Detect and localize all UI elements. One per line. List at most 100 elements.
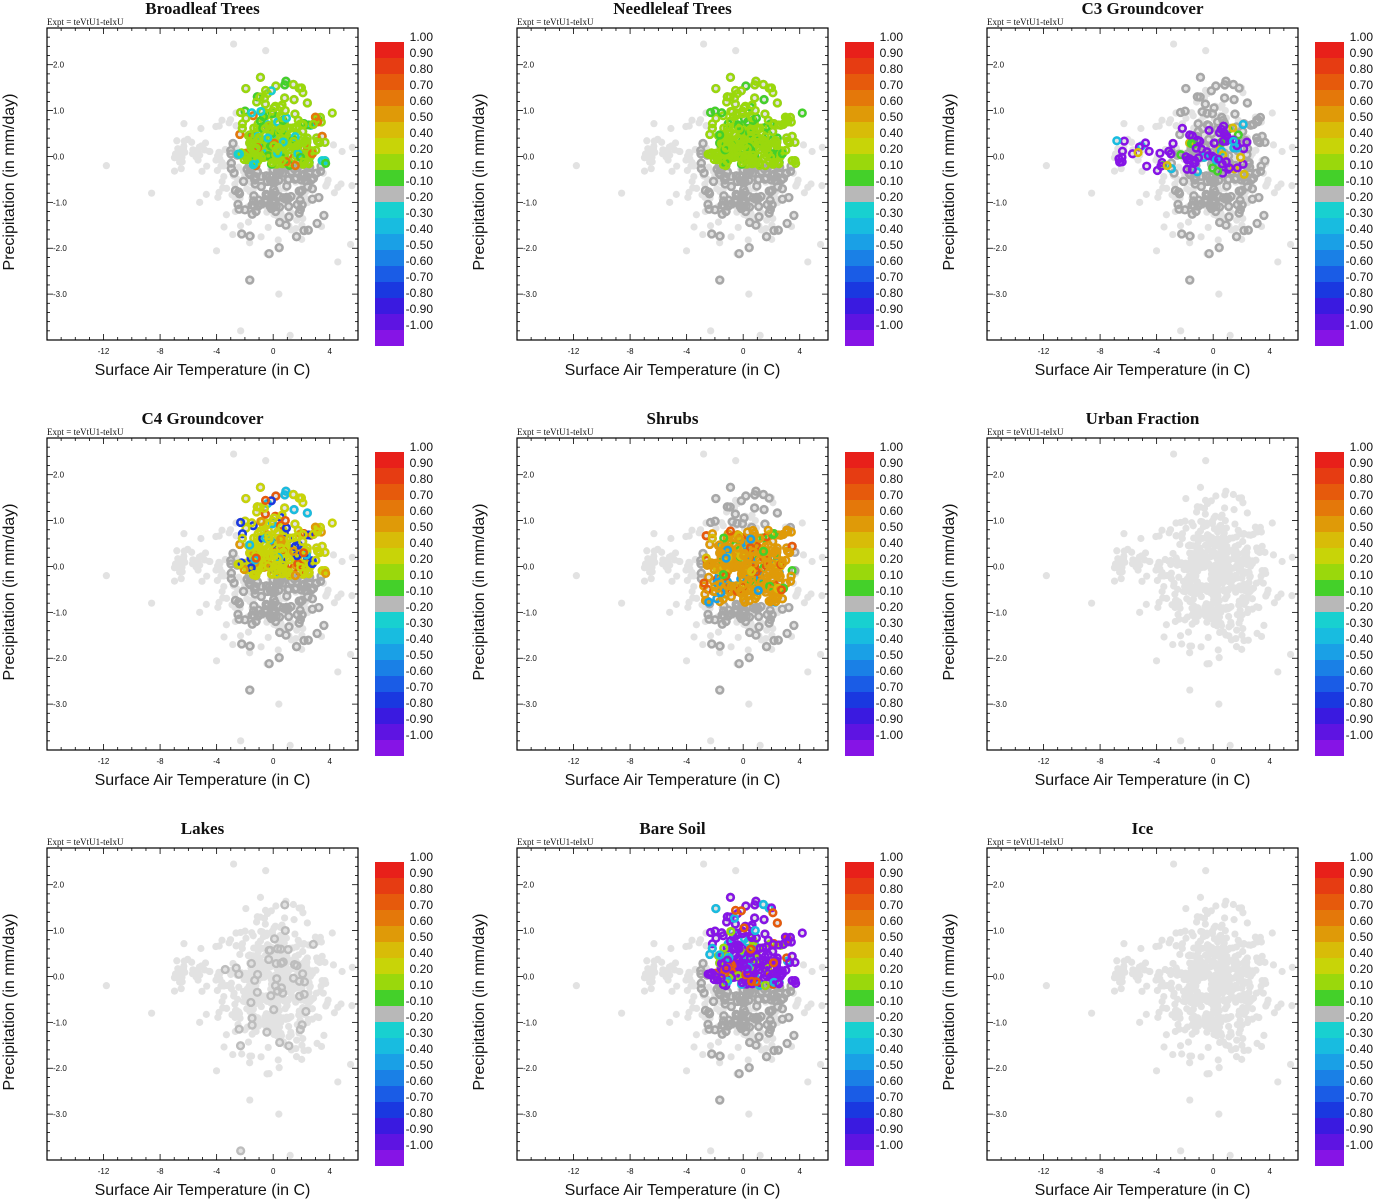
colorbar-label: 0.90 xyxy=(1350,46,1373,60)
colorbar-swatch xyxy=(845,138,874,154)
data-point xyxy=(696,158,707,168)
colorbar-swatch xyxy=(375,548,404,564)
colorbar-label: -0.50 xyxy=(876,238,904,252)
data-point xyxy=(735,176,746,186)
data-point xyxy=(220,172,228,181)
data-point xyxy=(1215,290,1223,298)
panel-title: Needleleaf Trees xyxy=(613,0,732,18)
data-point xyxy=(315,137,325,148)
colorbar-label: 1.00 xyxy=(880,30,904,44)
colorbar-swatch xyxy=(375,500,404,516)
data-point xyxy=(808,147,816,156)
data-point xyxy=(315,166,326,176)
data-point xyxy=(274,242,284,253)
data-point xyxy=(768,88,778,98)
colorbar-label: -0.20 xyxy=(406,190,434,204)
data-point xyxy=(275,290,283,298)
data-point xyxy=(307,184,318,194)
data-point xyxy=(180,530,188,538)
y-tick-label: 0.0 xyxy=(993,152,1005,161)
data-point xyxy=(222,621,230,629)
data-point xyxy=(707,229,717,239)
data-point xyxy=(1160,223,1168,231)
x-tick-label: -8 xyxy=(157,757,165,766)
data-point xyxy=(733,133,743,143)
colorbar-swatch xyxy=(845,90,874,106)
data-point xyxy=(249,123,259,133)
data-point xyxy=(777,184,788,194)
colorbar-label: 0.70 xyxy=(410,488,434,502)
colorbar: 1.000.900.800.700.600.500.400.200.10-0.1… xyxy=(845,30,903,346)
colorbar-label: -0.80 xyxy=(1346,286,1373,300)
colorbar-label: 0.40 xyxy=(410,536,434,550)
colorbar-label: -0.70 xyxy=(1346,270,1373,284)
data-point xyxy=(222,211,230,219)
data-point xyxy=(206,147,214,156)
data-point xyxy=(321,158,331,169)
data-point xyxy=(707,327,715,335)
data-point xyxy=(1155,122,1163,130)
data-point xyxy=(734,223,742,232)
data-point xyxy=(235,163,243,171)
x-axis-label: Surface Air Temperature (in C) xyxy=(1035,362,1251,379)
data-point xyxy=(197,124,205,133)
colorbar-label: -1.00 xyxy=(1346,318,1373,332)
colorbar-swatch xyxy=(375,532,404,548)
colorbar-label: -0.40 xyxy=(406,222,434,236)
data-point xyxy=(1184,218,1193,226)
data-point xyxy=(223,184,231,193)
data-point xyxy=(672,190,680,198)
data-point xyxy=(751,220,761,230)
colorbar-swatch xyxy=(845,42,874,58)
data-point xyxy=(765,204,776,215)
colorbar-swatch xyxy=(845,314,874,330)
y-tick-label: -1.0 xyxy=(523,198,537,207)
data-point xyxy=(296,175,306,185)
colorbar-label: 0.60 xyxy=(410,504,434,518)
data-point xyxy=(176,158,184,166)
expt-label: Expt = teVtU1-teIxU xyxy=(47,17,124,27)
colorbar-swatch xyxy=(375,660,404,676)
data-point xyxy=(216,565,224,573)
data-point xyxy=(706,222,715,230)
data-point xyxy=(745,290,753,298)
data-point xyxy=(618,189,626,197)
data-point xyxy=(767,200,777,210)
colorbar-label: 0.60 xyxy=(880,94,904,108)
y-tick-label: -3.0 xyxy=(523,290,537,299)
data-point xyxy=(220,582,228,591)
data-point xyxy=(234,149,245,159)
data-point xyxy=(212,247,221,255)
colorbar-label: -1.00 xyxy=(406,318,434,332)
data-point xyxy=(323,589,331,598)
data-point xyxy=(201,139,210,147)
colorbar-swatch xyxy=(1315,170,1344,186)
data-point xyxy=(1162,211,1170,219)
data-point xyxy=(726,171,736,181)
data-point xyxy=(716,239,724,247)
colorbar-swatch xyxy=(375,740,404,756)
colorbar-swatch xyxy=(375,282,404,298)
data-point xyxy=(816,240,825,249)
data-point xyxy=(177,165,185,173)
data-point xyxy=(699,168,709,178)
colorbar-label: 0.50 xyxy=(880,110,904,124)
data-point xyxy=(755,145,765,155)
data-point xyxy=(206,557,214,566)
colorbar-swatch xyxy=(845,186,874,202)
data-point xyxy=(229,640,237,649)
data-point xyxy=(688,116,696,124)
data-point xyxy=(243,185,251,193)
colorbar-swatch xyxy=(375,58,404,74)
data-point xyxy=(226,526,235,534)
data-point xyxy=(245,231,255,241)
y-tick-label: 0.0 xyxy=(523,152,535,161)
data-point xyxy=(666,198,674,206)
data-point xyxy=(286,331,294,340)
data-point xyxy=(690,223,698,231)
data-point xyxy=(1204,223,1212,232)
data-point xyxy=(320,137,330,147)
data-point xyxy=(233,199,243,210)
x-tick-label: -8 xyxy=(157,347,165,356)
